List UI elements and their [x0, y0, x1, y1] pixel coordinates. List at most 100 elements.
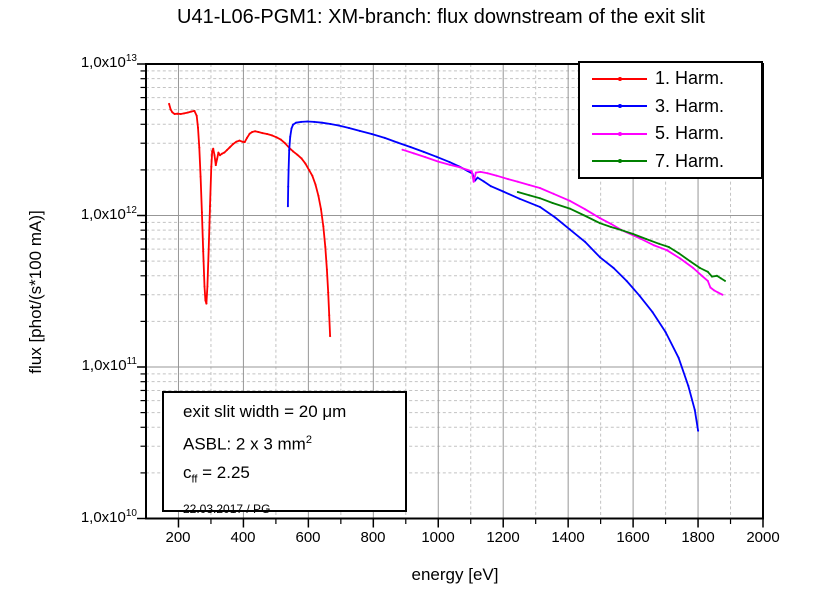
y-tick-label: 1,0x1012	[80, 205, 137, 223]
series-marker	[486, 172, 489, 175]
series-marker	[516, 180, 519, 183]
y-axis-title: flux [phot/(s*100 mA)]	[26, 210, 45, 374]
series-marker	[653, 244, 656, 247]
series-marker	[287, 185, 290, 188]
series-marker	[632, 233, 635, 235]
series-marker	[275, 136, 278, 139]
series-marker	[311, 174, 314, 177]
series-marker	[296, 153, 299, 156]
series-marker	[193, 109, 196, 112]
x-tick-label: 600	[295, 529, 321, 546]
series-marker	[204, 299, 207, 302]
series-marker	[645, 238, 648, 240]
series-line-3-harm	[287, 120, 699, 431]
series-marker	[324, 246, 327, 248]
series-marker	[171, 111, 174, 114]
series-marker	[221, 152, 223, 155]
legend-item-label: 7. Harm.	[655, 150, 725, 171]
series-marker	[538, 205, 541, 208]
series-marker	[583, 214, 586, 217]
series-marker	[528, 184, 531, 186]
series-marker	[238, 139, 241, 142]
series-marker	[209, 205, 211, 208]
series-marker	[518, 197, 521, 200]
series-marker	[325, 268, 328, 271]
series-marker	[186, 111, 189, 114]
legend-item: 1. Harm.	[580, 65, 761, 93]
x-tick-label: 1600	[616, 529, 650, 546]
x-axis-title: energy [eV]	[411, 565, 499, 584]
series-marker	[664, 331, 667, 334]
series-marker	[687, 384, 690, 387]
series-marker	[435, 155, 438, 158]
series-marker	[610, 226, 612, 228]
series-marker	[651, 311, 654, 314]
plot-frame	[145, 63, 764, 520]
series-marker	[458, 166, 461, 169]
series-marker	[474, 171, 477, 174]
series-marker	[314, 183, 317, 186]
series-marker	[401, 148, 404, 151]
series-marker	[554, 216, 557, 219]
series-marker	[321, 121, 323, 124]
series-marker	[688, 260, 691, 263]
series-marker	[279, 138, 282, 141]
series-marker	[584, 208, 586, 211]
series-marker	[246, 136, 248, 139]
series-marker	[168, 102, 171, 105]
x-tick-label: 1800	[681, 529, 715, 546]
legend-item-label: 1. Harm.	[655, 68, 725, 89]
series-marker	[482, 180, 485, 183]
series-marker	[348, 127, 350, 129]
series-marker	[217, 151, 220, 154]
series-marker	[495, 174, 498, 177]
series-marker	[706, 279, 709, 282]
series-marker	[620, 229, 623, 232]
series-marker	[665, 249, 668, 252]
annotation-box: exit slit width = 20 μm ASBL: 2 x 3 mm2 …	[162, 391, 407, 516]
series-marker	[711, 275, 713, 278]
series-marker	[612, 267, 615, 269]
series-marker	[719, 277, 722, 280]
series-marker	[699, 267, 701, 269]
series-marker	[437, 160, 440, 163]
x-tick-label: 2000	[746, 529, 780, 546]
series-marker	[219, 154, 221, 157]
series-marker	[286, 205, 289, 208]
series-marker	[396, 141, 399, 144]
series-marker	[538, 197, 541, 200]
series-marker	[313, 120, 316, 123]
series-marker	[173, 113, 176, 115]
series-marker	[448, 161, 451, 164]
legend-item: 5. Harm.	[580, 120, 761, 148]
series-marker	[225, 149, 228, 152]
series-marker	[287, 168, 290, 171]
series-marker	[383, 136, 386, 139]
series-marker	[300, 120, 303, 123]
series-marker	[207, 248, 210, 251]
legend-marker-dot	[617, 104, 622, 109]
series-marker	[599, 217, 601, 220]
series-marker	[677, 356, 680, 359]
series-marker	[289, 135, 292, 138]
series-marker	[715, 274, 718, 277]
series-marker	[257, 131, 260, 133]
legend-item-label: 3. Harm.	[655, 95, 725, 116]
series-marker	[223, 151, 226, 154]
series-marker	[211, 150, 214, 153]
y-tick-label: 1,0x1011	[81, 356, 137, 374]
series-marker	[706, 270, 709, 273]
x-tick-label: 1200	[486, 529, 520, 546]
annotation-line-asbl: ASBL: 2 x 3 mm2	[183, 434, 312, 454]
series-marker	[205, 302, 208, 305]
series-marker	[183, 112, 185, 115]
series-marker	[538, 187, 541, 189]
series-marker	[202, 250, 205, 253]
series-marker	[322, 225, 325, 228]
legend-marker-dot	[617, 131, 622, 136]
legend-line-sample	[592, 159, 647, 164]
series-marker	[206, 285, 209, 288]
series-marker	[640, 238, 643, 240]
x-tick-label: 200	[165, 529, 191, 546]
series-marker	[658, 242, 661, 245]
